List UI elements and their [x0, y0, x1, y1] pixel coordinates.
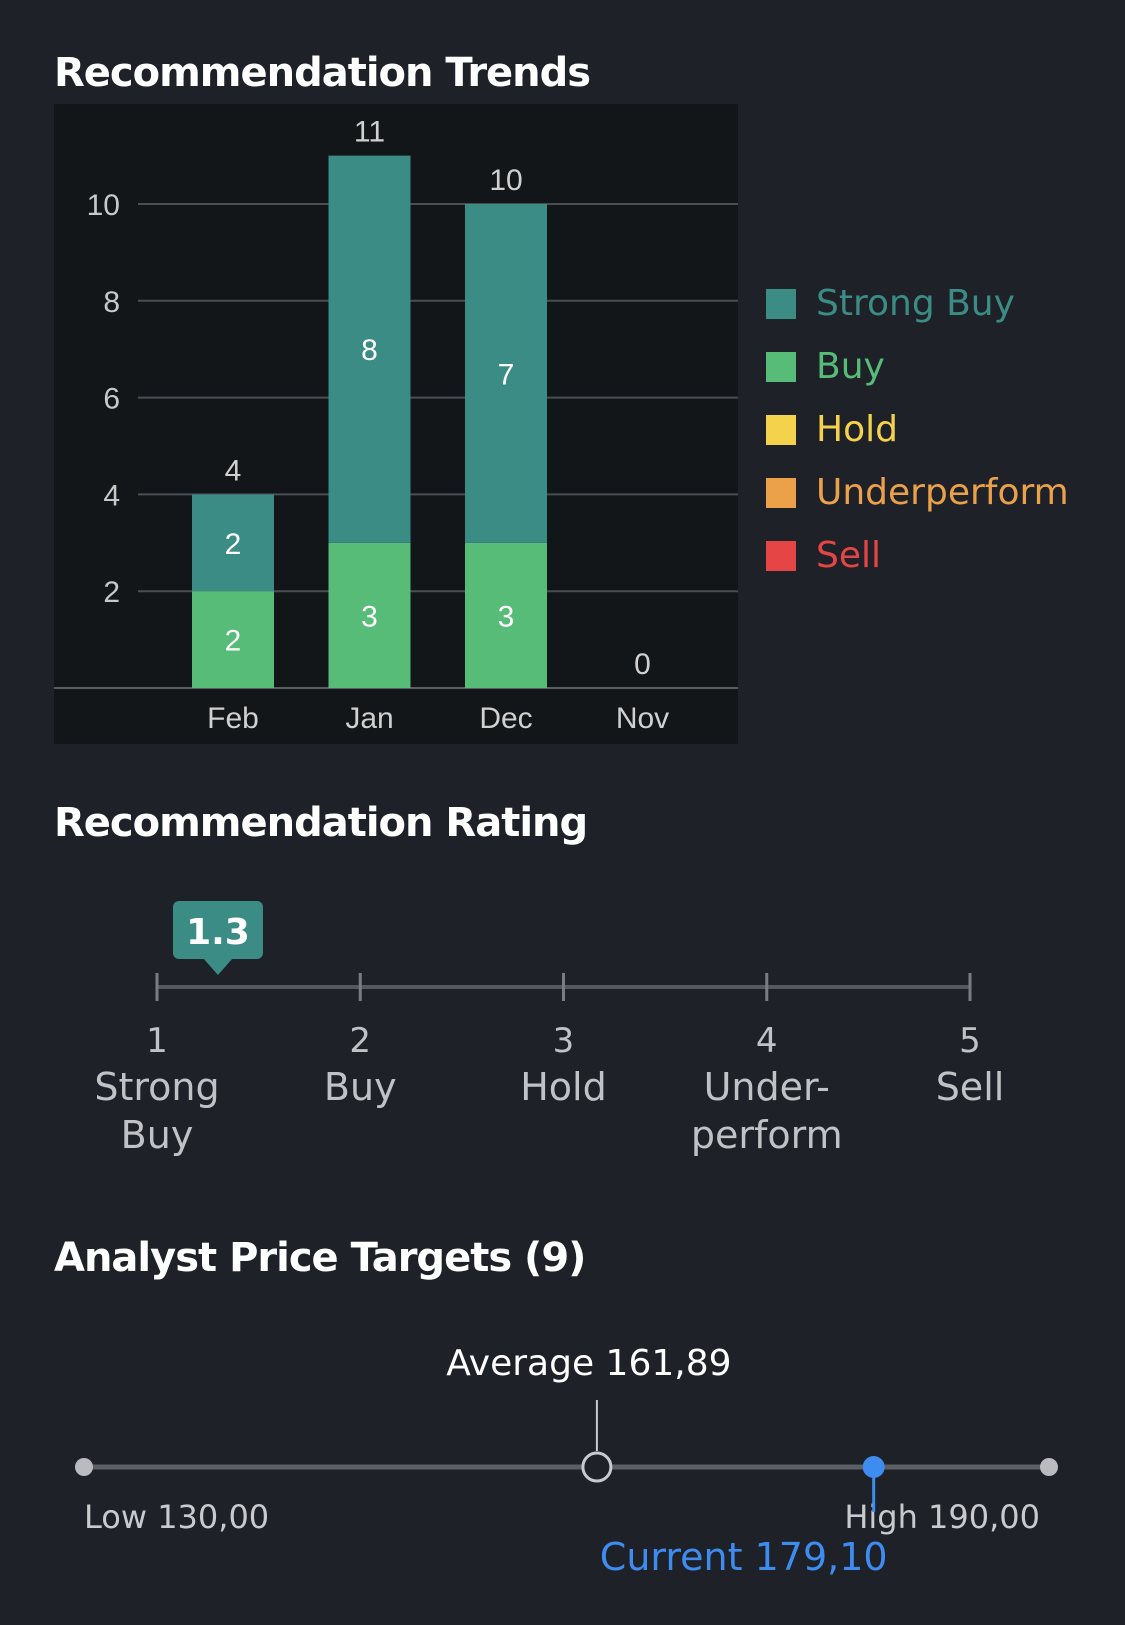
rating-marker: 1.3	[172, 901, 263, 975]
legend-label: Buy	[816, 346, 885, 387]
bar-segment	[192, 591, 274, 688]
bar-total-label: 11	[354, 116, 385, 149]
legend-label: Hold	[816, 409, 898, 450]
legend-swatch	[766, 288, 796, 319]
rating-number: 1	[146, 1021, 168, 1061]
current-label: Current 179,10	[600, 1535, 888, 1579]
bar-segment-label: 3	[361, 600, 378, 633]
current-marker	[862, 1456, 885, 1478]
bar-segment	[192, 494, 274, 592]
bar-total-label: 0	[634, 648, 651, 681]
recommendation-trends-title: Recommendation Trends	[54, 50, 591, 96]
legend-item: Hold	[766, 398, 1069, 461]
rating-label-line2: Buy	[121, 1113, 194, 1157]
rating-number: 3	[553, 1021, 575, 1061]
rating-label-line1: Sell	[936, 1065, 1005, 1109]
x-tick-label: Nov	[616, 702, 669, 735]
legend-label: Underperform	[816, 472, 1069, 513]
low-endpoint-dot	[75, 1458, 93, 1476]
rating-marker-pointer	[202, 958, 233, 975]
bar-segment-label: 2	[225, 528, 242, 561]
bar-segment-label: 2	[225, 625, 242, 658]
average-label: Average 161,89	[446, 1343, 731, 1384]
bar-segment-label: 8	[361, 334, 378, 367]
y-tick-label: 10	[87, 189, 120, 222]
rating-value: 1.3	[186, 912, 250, 953]
high-label: High 190,00	[844, 1498, 1040, 1536]
price-targets-range: Average 161,89 Low 130,00 High 190,00Curre…	[75, 1343, 1058, 1579]
legend-item: Buy	[766, 335, 1069, 398]
legend-swatch	[766, 414, 796, 445]
high-endpoint-dot	[1040, 1458, 1058, 1476]
x-tick-label: Jan	[345, 702, 393, 735]
y-tick-label: 2	[103, 576, 120, 609]
recommendation-rating-title: Recommendation Rating	[54, 800, 588, 846]
bar-total-label: 4	[225, 454, 242, 487]
legend-swatch	[766, 351, 796, 382]
y-tick-label: 8	[103, 286, 120, 319]
rating-number: 5	[959, 1021, 981, 1061]
rating-number: 4	[756, 1021, 778, 1061]
bar-segment-label: 7	[498, 358, 515, 391]
legend-item: Sell	[766, 524, 1069, 587]
low-label: Low 130,00	[84, 1498, 269, 1536]
bar-segment	[328, 542, 411, 688]
bar-segment	[465, 542, 547, 688]
rating-marker-badge	[172, 901, 263, 959]
average-marker	[581, 1451, 613, 1483]
trends-chart-svg: 2 4 6 8 10 2 2 4 Feb 3 8 11 Jan 3 7 10 Dec 0 Nov	[54, 104, 738, 744]
recommendation-trends-chart: 2 4 6 8 10 2 2 4 Feb 3 8 11 Jan 3 7 10 Dec 0 Nov	[54, 104, 738, 744]
rating-number: 2	[349, 1021, 371, 1061]
y-tick-label: 4	[103, 479, 120, 512]
legend-item: Strong Buy	[766, 272, 1069, 335]
legend-swatch	[766, 540, 796, 571]
rating-label-line1: Strong	[94, 1065, 219, 1109]
rating-label-line1: Under-	[704, 1065, 830, 1109]
x-tick-label: Dec	[479, 702, 532, 735]
legend-label: Strong Buy	[816, 283, 1015, 324]
bar-segment	[465, 204, 547, 543]
rating-label-line1: Buy	[324, 1065, 397, 1109]
rating-scale: 1StrongBuy2Buy3Hold4Under-perform5Sell1.…	[94, 901, 1005, 1157]
analyst-price-targets-title: Analyst Price Targets (9)	[54, 1235, 586, 1281]
rating-label-line2: perform	[691, 1113, 843, 1157]
legend-swatch	[766, 477, 796, 508]
bar-segment	[328, 155, 411, 543]
legend-label: Sell	[816, 535, 882, 576]
bar-total-label: 10	[489, 164, 522, 197]
rating-label-line1: Hold	[520, 1065, 607, 1109]
bar-segment-label: 3	[498, 600, 515, 633]
x-tick-label: Feb	[207, 702, 259, 735]
y-tick-label: 6	[103, 383, 120, 416]
legend-item: Underperform	[766, 461, 1069, 524]
trends-legend: Strong Buy Buy Hold Underperform Sell	[766, 272, 1069, 587]
